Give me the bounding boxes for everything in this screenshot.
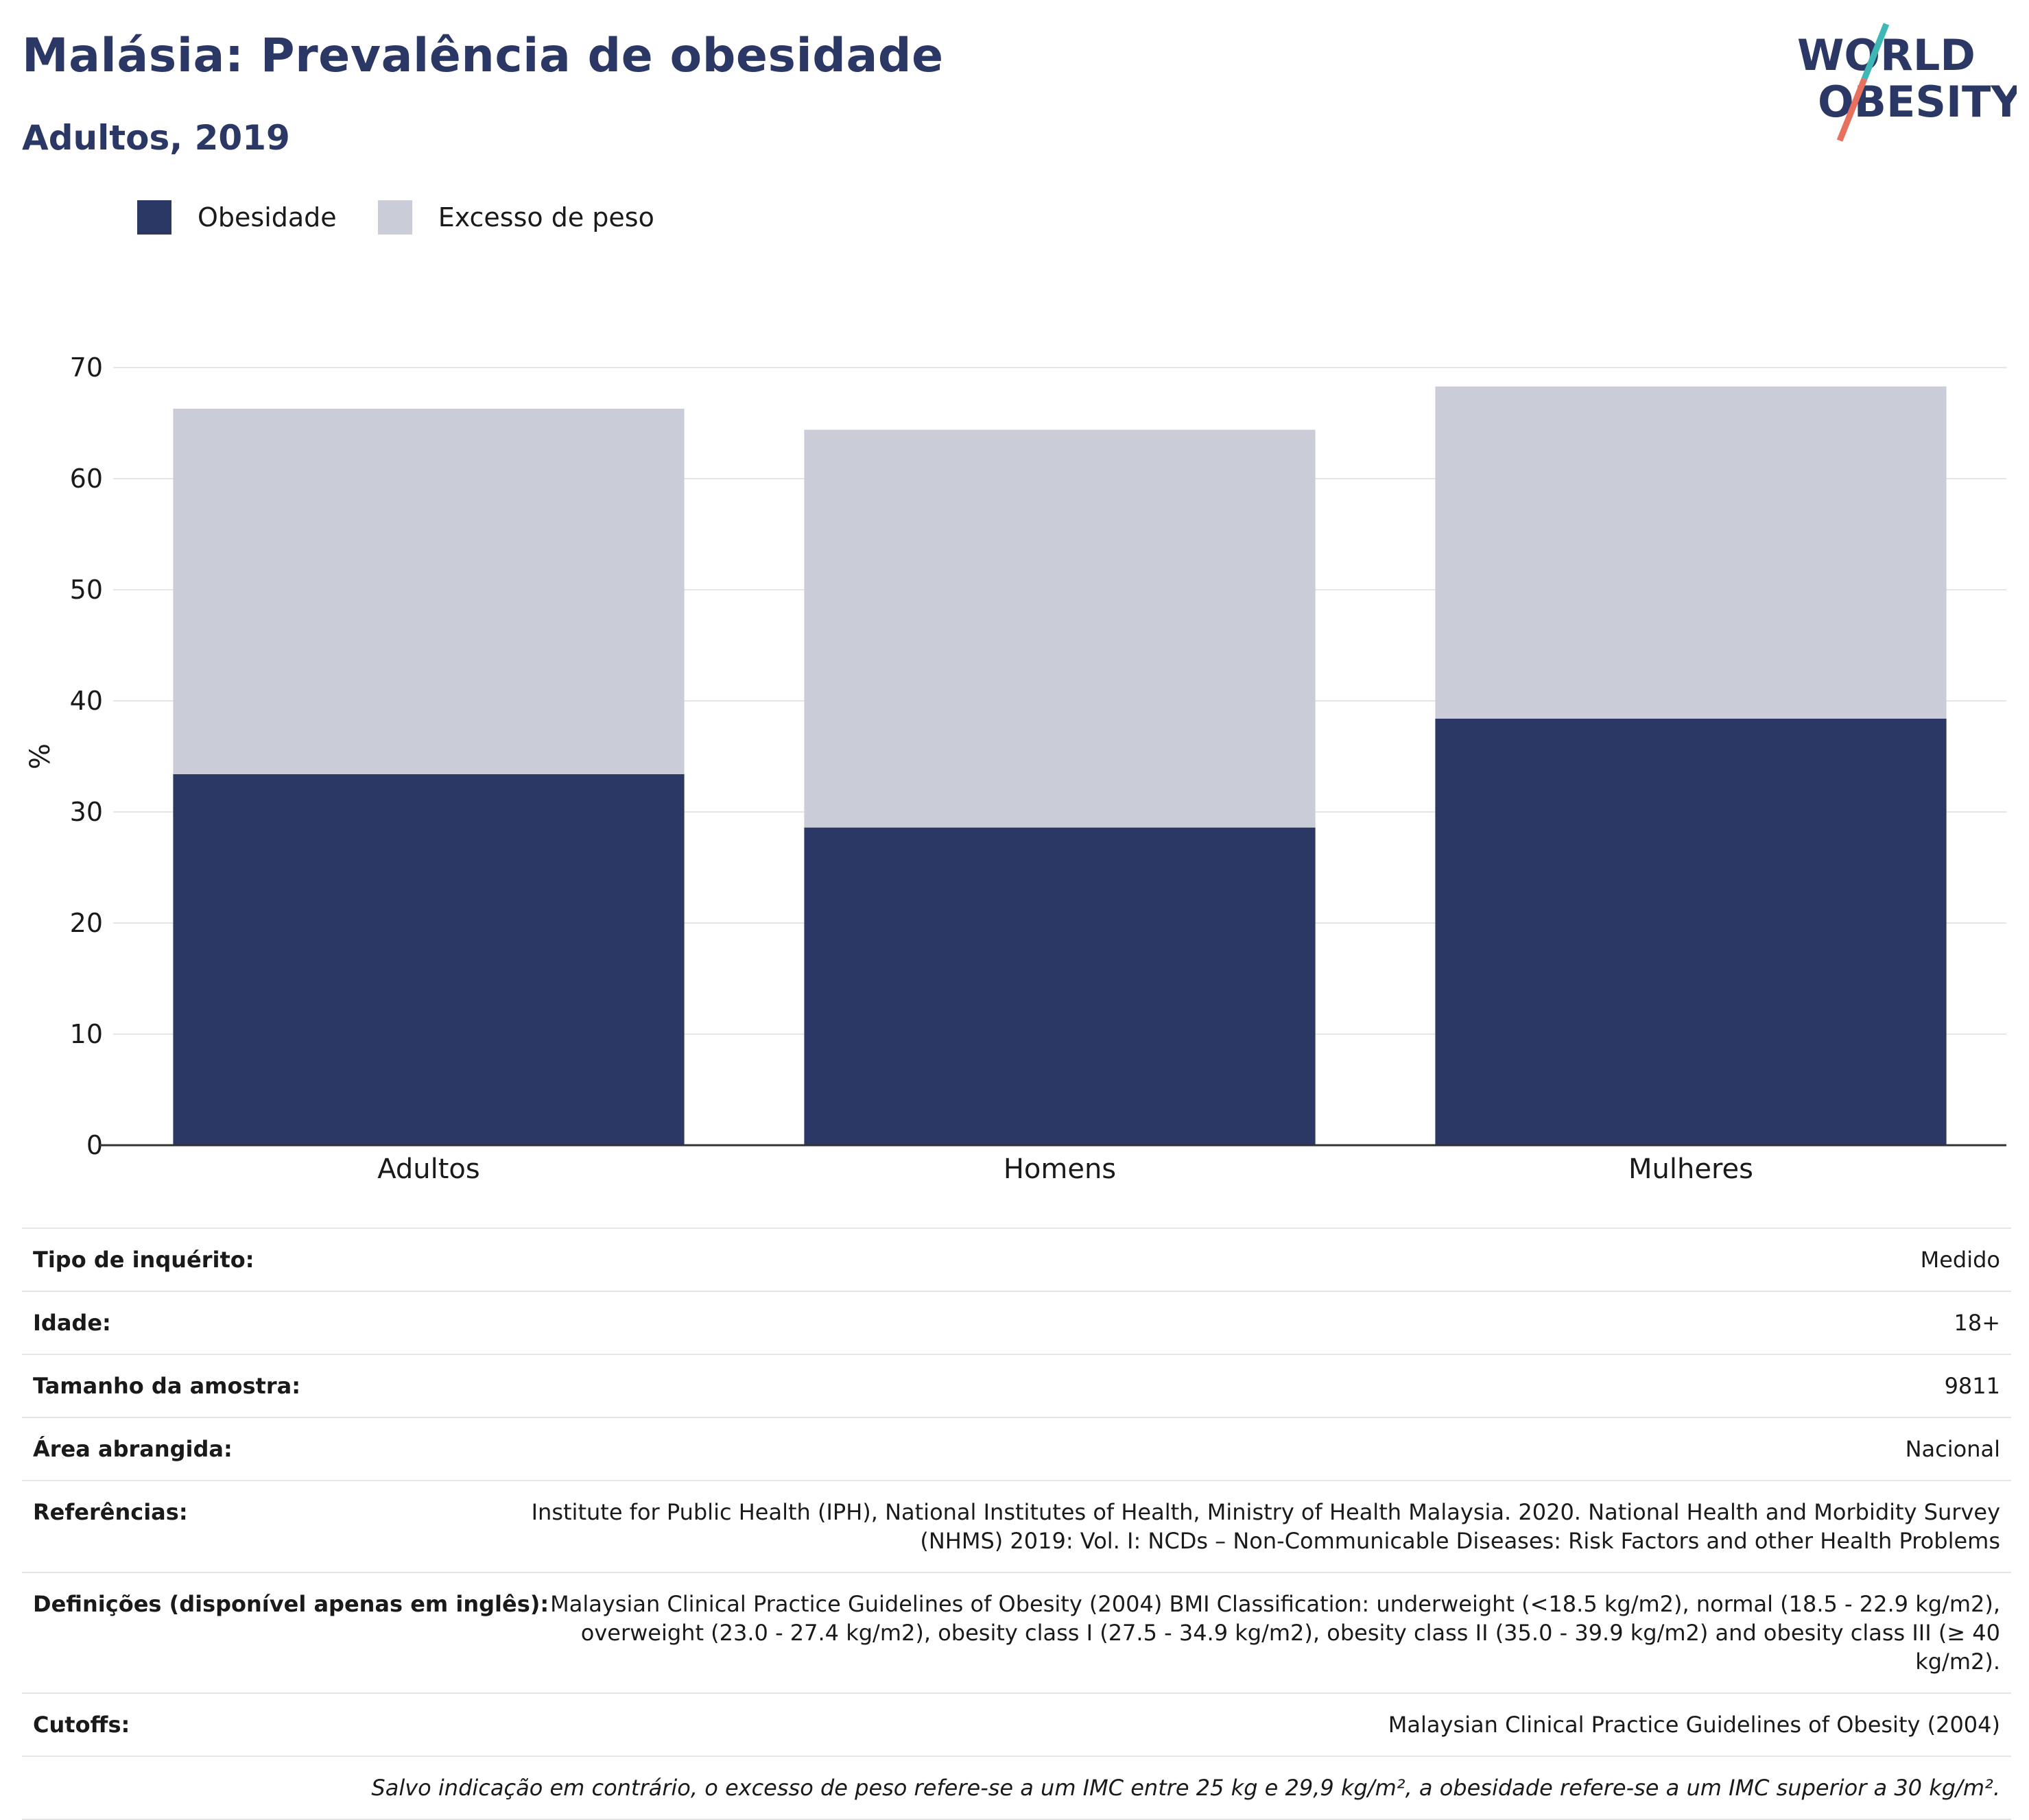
x-tick-label: Mulheres bbox=[1628, 1153, 1753, 1185]
bar-obesity bbox=[1435, 718, 1947, 1145]
world-obesity-logo: WORLD OBESITY bbox=[1797, 23, 2017, 142]
legend-label-obesity: Obesidade bbox=[198, 202, 337, 232]
legend-swatch-obesity bbox=[137, 200, 171, 235]
info-note-row: Salvo indicação em contrário, o excesso … bbox=[22, 1756, 2011, 1820]
info-label: Cutoffs: bbox=[33, 1712, 130, 1738]
info-label: Definições (disponível apenas em inglês)… bbox=[33, 1591, 549, 1617]
info-value: Malaysian Clinical Practice Guidelines o… bbox=[550, 1591, 2000, 1675]
info-row: Idade: 18+ bbox=[22, 1291, 2011, 1354]
legend-item-overweight[interactable]: Excesso de peso bbox=[377, 200, 654, 235]
chart-legend: Obesidade Excesso de peso bbox=[137, 200, 696, 235]
bar-overweight bbox=[1435, 386, 1947, 719]
y-axis-label: % bbox=[25, 743, 56, 769]
y-tick-label: 20 bbox=[70, 908, 103, 938]
bar-overweight bbox=[173, 408, 685, 774]
y-tick-label: 60 bbox=[70, 464, 103, 494]
bar-obesity bbox=[173, 774, 685, 1145]
info-row: Referências: Institute for Public Health … bbox=[22, 1480, 2011, 1572]
info-value: Institute for Public Health (IPH), Natio… bbox=[531, 1499, 2000, 1554]
info-row: Cutoffs: Malaysian Clinical Practice Guid… bbox=[22, 1692, 2011, 1756]
info-label: Tipo de inquérito: bbox=[33, 1247, 254, 1273]
info-label: Tamanho da amostra: bbox=[33, 1373, 300, 1399]
legend-label-overweight: Excesso de peso bbox=[438, 202, 654, 232]
logo-slash-coral bbox=[1836, 77, 1868, 142]
info-value: Medido bbox=[1920, 1247, 2000, 1273]
y-tick-label: 30 bbox=[70, 797, 103, 827]
info-row: Definições (disponível apenas em inglês)… bbox=[22, 1572, 2011, 1692]
y-tick-label: 10 bbox=[70, 1019, 103, 1049]
page-title: Malásia: Prevalência de obesidade bbox=[22, 29, 944, 83]
y-tick-label: 40 bbox=[70, 686, 103, 716]
info-value: 9811 bbox=[1944, 1373, 2000, 1399]
bar-obesity bbox=[804, 827, 1316, 1145]
info-value: Nacional bbox=[1905, 1436, 2000, 1462]
info-note: Salvo indicação em contrário, o excesso … bbox=[371, 1775, 2000, 1801]
logo-line1: WORLD bbox=[1797, 30, 1975, 80]
info-label: Referências: bbox=[33, 1499, 188, 1525]
info-label: Idade: bbox=[33, 1310, 111, 1336]
info-value: Malaysian Clinical Practice Guidelines o… bbox=[1388, 1712, 2000, 1738]
info-row: Tamanho da amostra: 9811 bbox=[22, 1354, 2011, 1417]
legend-swatch-overweight bbox=[377, 200, 412, 235]
info-value: 18+ bbox=[1954, 1310, 2000, 1336]
x-tick-label: Adultos bbox=[377, 1153, 480, 1185]
page-subtitle: Adultos, 2019 bbox=[22, 118, 290, 158]
info-label: Área abrangida: bbox=[33, 1436, 233, 1462]
logo-slash-teal bbox=[1861, 23, 1890, 80]
info-row: Área abrangida: Nacional bbox=[22, 1417, 2011, 1480]
bar-overweight bbox=[804, 429, 1316, 828]
y-tick-label: 50 bbox=[70, 575, 103, 605]
legend-item-obesity[interactable]: Obesidade bbox=[137, 200, 337, 235]
x-tick-label: Homens bbox=[1004, 1153, 1116, 1185]
info-table: Tipo de inquérito: Medido Idade: 18+ Tamanho… bbox=[22, 1228, 2011, 1820]
y-tick-label: 70 bbox=[70, 352, 103, 383]
info-row: Tipo de inquérito: Medido bbox=[22, 1228, 2011, 1291]
